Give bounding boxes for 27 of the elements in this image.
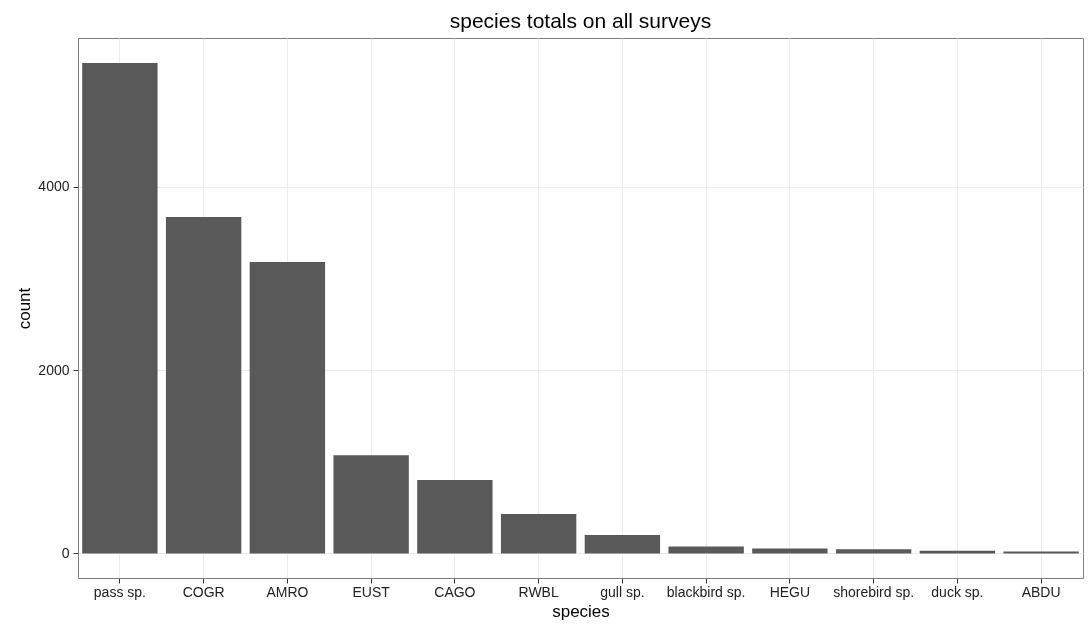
bar xyxy=(333,455,409,554)
chart-title: species totals on all surveys xyxy=(449,9,712,32)
x-tick-label: shorebird sp. xyxy=(833,583,915,600)
x-tick-label: EUST xyxy=(352,583,391,600)
x-tick-label: duck sp. xyxy=(931,583,984,600)
y-tick-label: 0 xyxy=(61,544,70,561)
x-tick-label: pass sp. xyxy=(93,583,146,600)
x-tick-label: gull sp. xyxy=(600,583,645,600)
y-tick-label: 4000 xyxy=(38,178,70,195)
bar xyxy=(835,549,912,554)
x-tick-label: ABDU xyxy=(1021,583,1061,600)
x-axis-title: species xyxy=(552,601,610,621)
bar xyxy=(752,548,828,554)
bar xyxy=(500,514,577,554)
x-tick-label: AMRO xyxy=(266,583,309,600)
x-tick-label: CAGO xyxy=(434,583,476,600)
x-tick-label: blackbird sp. xyxy=(666,583,746,600)
x-tick-label: COGR xyxy=(182,583,225,600)
bar xyxy=(249,261,326,554)
x-tick-label: HEGU xyxy=(769,583,811,600)
y-tick-label: 2000 xyxy=(38,361,70,378)
y-axis-title: count xyxy=(15,287,35,330)
x-tick-label: RWBL xyxy=(518,583,559,600)
bar xyxy=(165,217,242,554)
bar xyxy=(82,63,158,554)
bar xyxy=(417,480,493,554)
bar xyxy=(584,535,661,554)
